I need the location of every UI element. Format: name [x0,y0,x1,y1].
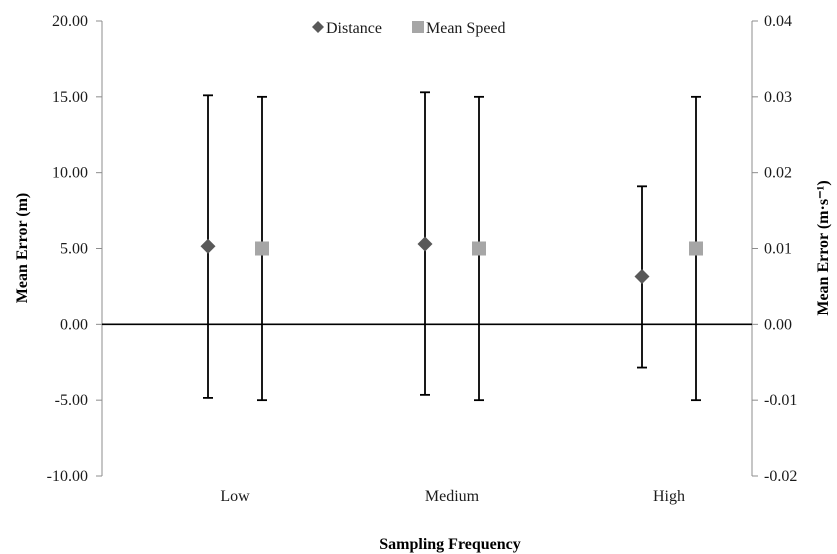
distance-point [634,269,650,285]
right-tick-label: 0.02 [764,165,792,182]
right-tick-label: 0.00 [764,316,792,333]
distance-point [417,236,433,252]
distance-point [200,238,216,254]
right-tick-label: 0.01 [764,241,792,258]
right-tick-label: 0.03 [764,89,792,106]
left-y-axis-title: Mean Error (m) [14,193,31,303]
legend-square-icon [412,21,424,33]
right-tick-label: -0.01 [764,392,797,409]
legend-diamond-icon [312,21,324,33]
mean-speed-point [255,241,269,256]
x-axis-categories: Low Medium High [220,488,685,505]
x-category-label: Medium [425,488,480,505]
x-axis-title: Sampling Frequency [379,536,521,553]
left-tick-label: -5.00 [55,392,88,409]
left-tick-label: 10.00 [52,165,88,182]
right-tick-label: -0.02 [764,468,797,485]
chart-marks [102,91,752,402]
mean-speed-point [472,241,486,256]
left-tick-label: 0.00 [60,316,88,333]
right-axis: -0.02 -0.01 0.00 0.01 0.02 0.03 0.04 [751,13,797,485]
legend: Distance Mean Speed [312,20,506,37]
legend-label: Mean Speed [426,20,506,37]
legend-label: Distance [326,20,382,37]
x-category-label: Low [220,488,250,505]
right-tick-label: 0.04 [764,13,792,30]
left-tick-label: 20.00 [52,13,88,30]
mean-speed-point [689,241,703,256]
left-tick-label: -10.00 [47,468,88,485]
right-y-axis-title: Mean Error (m·s⁻¹) [815,180,832,315]
left-axis: -10.00 -5.00 0.00 5.00 10.00 15.00 20.00 [47,13,103,485]
left-tick-label: 15.00 [52,89,88,106]
left-tick-label: 5.00 [60,241,88,258]
x-category-label: High [653,488,685,505]
